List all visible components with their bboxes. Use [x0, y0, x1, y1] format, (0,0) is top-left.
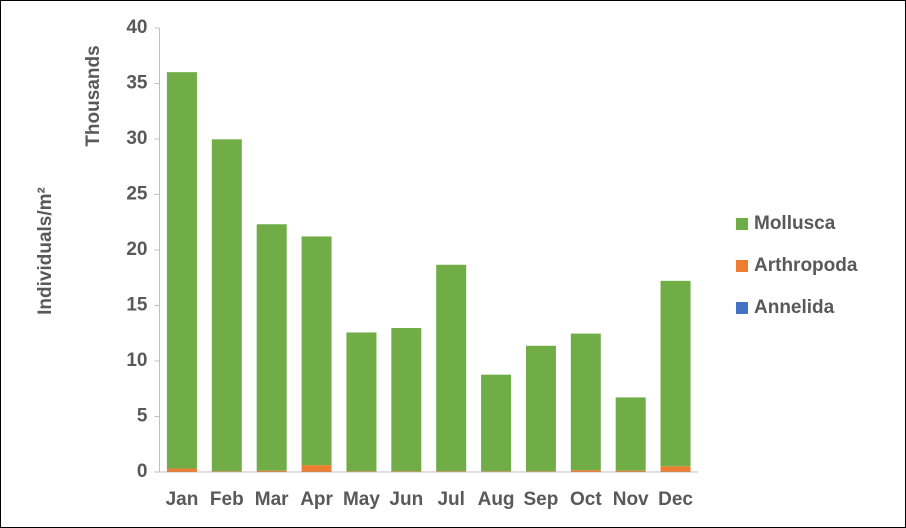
y-tick-label: 10 [126, 350, 147, 371]
y-axis-label: Individuals/m² [35, 187, 56, 315]
y-tick-label: 20 [126, 239, 147, 260]
bar-segment [436, 471, 467, 472]
bar-segment [211, 139, 242, 472]
x-tick-label: Jul [437, 489, 464, 510]
y-tick-label: 0 [137, 461, 148, 482]
bar-segment [211, 471, 242, 472]
bar-segment [166, 72, 197, 469]
bar-segment [481, 374, 512, 472]
bar-segment [301, 465, 332, 472]
bar-segment [570, 470, 601, 472]
bar-segment [346, 471, 377, 472]
bar-segment [660, 466, 691, 472]
bar-segment [525, 471, 556, 472]
bar-segment [256, 224, 287, 471]
x-tick-label: Sep [524, 489, 559, 510]
legend-label: Mollusca [754, 213, 836, 234]
bar-segment [615, 397, 646, 471]
y-tick-label: 35 [126, 73, 148, 94]
bar-segment [570, 333, 601, 471]
x-tick-label: Aug [478, 489, 515, 510]
bar-segment [346, 332, 377, 472]
bar-segment [391, 471, 422, 472]
bar-segment [525, 345, 556, 472]
legend-swatch [736, 218, 748, 230]
y-tick-label: 40 [126, 17, 147, 38]
x-tick-label: Mar [255, 489, 289, 510]
bar-segment [301, 236, 332, 466]
bar-segment [166, 468, 197, 472]
y-tick-label: 25 [126, 184, 148, 205]
legend-label: Arthropoda [754, 255, 858, 276]
x-tick-label: Nov [613, 489, 649, 510]
legend-swatch [736, 260, 748, 272]
legend-label: Annelida [754, 297, 835, 318]
x-tick-label: Jun [389, 489, 423, 510]
x-tick-label: Oct [570, 489, 602, 510]
x-tick-label: Feb [210, 489, 244, 510]
x-tick-label: Jan [166, 489, 199, 510]
y-unit-label: Thousands [83, 45, 104, 146]
bar-segment [436, 264, 467, 472]
x-tick-label: May [343, 489, 380, 510]
y-tick-label: 30 [126, 128, 147, 149]
x-tick-label: Apr [300, 489, 333, 510]
y-tick-label: 15 [126, 295, 148, 316]
legend-swatch [736, 302, 748, 314]
bar-segment [256, 470, 287, 472]
bar-segment [615, 470, 646, 472]
y-tick-label: 5 [137, 406, 148, 427]
x-tick-label: Dec [658, 489, 693, 510]
bar-segment [660, 280, 691, 467]
bar-segment [391, 328, 422, 472]
bar-segment [481, 471, 512, 472]
